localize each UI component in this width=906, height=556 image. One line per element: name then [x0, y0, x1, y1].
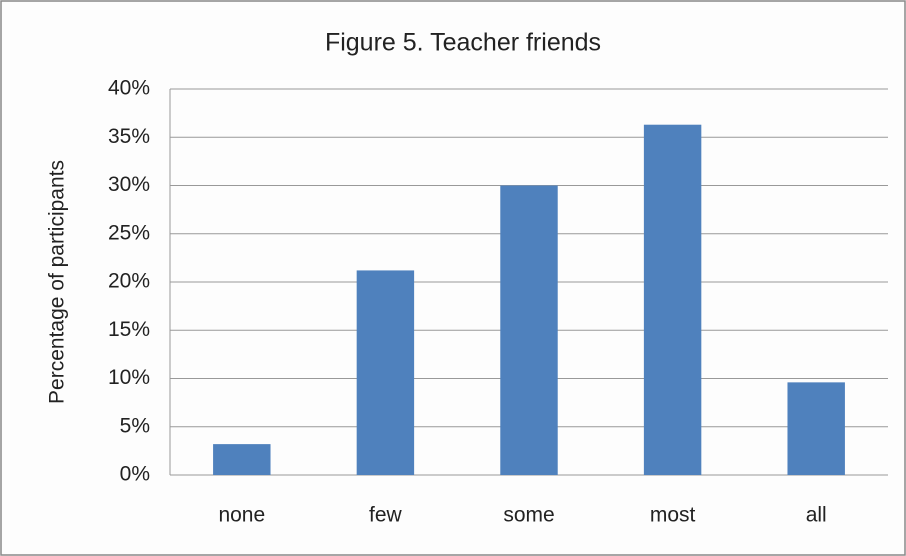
x-tick-label: some	[503, 504, 554, 527]
x-tick-label: few	[369, 504, 403, 527]
y-tick-label: 15%	[108, 318, 150, 341]
bar	[787, 382, 845, 475]
x-tick-label: none	[218, 504, 265, 527]
x-tick-label: most	[650, 504, 696, 527]
chart-title: Figure 5. Teacher friends	[325, 29, 601, 57]
y-tick-label: 0%	[120, 463, 150, 486]
y-tick-label: 5%	[120, 414, 150, 437]
y-tick-label: 20%	[108, 270, 150, 293]
bar	[213, 444, 271, 475]
bar	[356, 270, 415, 475]
x-tick-label: all	[806, 504, 827, 527]
y-tick-label: 25%	[108, 221, 150, 244]
y-tick-label: 10%	[108, 366, 150, 389]
y-tick-label: 35%	[108, 125, 150, 148]
y-axis-label: Percentage of participants	[46, 160, 69, 404]
y-tick-label: 40%	[108, 77, 150, 100]
y-tick-label: 30%	[108, 173, 150, 196]
bar	[500, 185, 558, 475]
bar	[643, 124, 702, 475]
